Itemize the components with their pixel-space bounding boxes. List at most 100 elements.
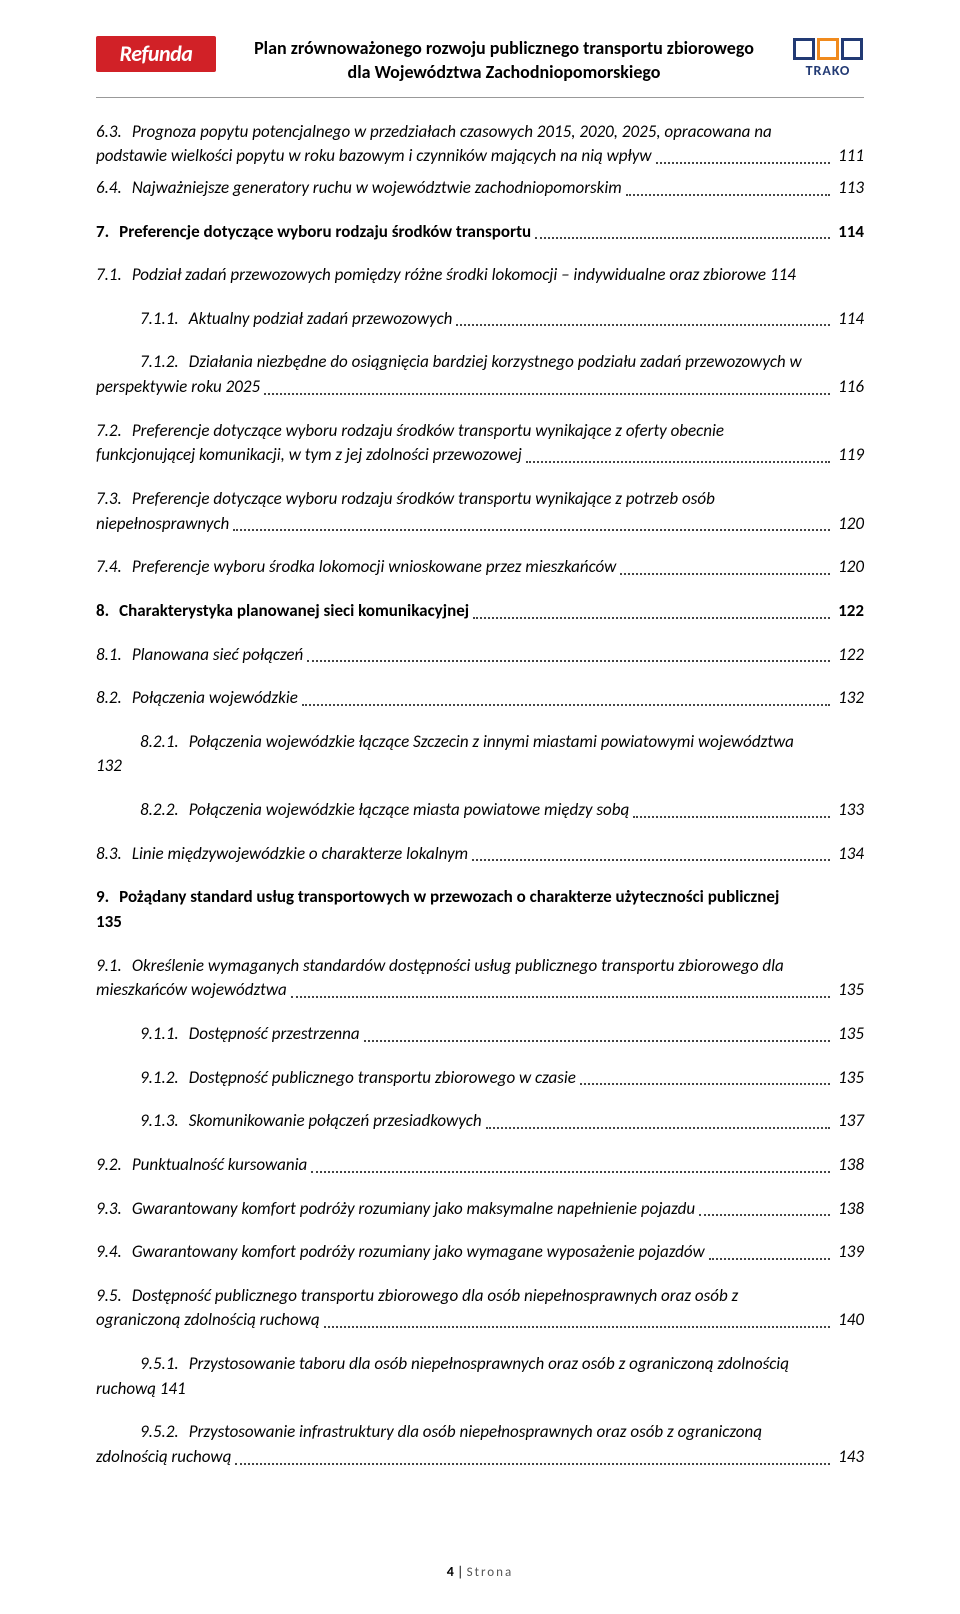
toc-number: 7. bbox=[96, 220, 119, 245]
toc-page: 120 bbox=[834, 555, 864, 580]
toc-page: 138 bbox=[834, 1153, 864, 1178]
toc-entry: 8.2.Połączenia wojewódzkie132 bbox=[96, 686, 864, 711]
toc-page: 114 bbox=[766, 263, 796, 288]
toc-label: mieszkańców województwa bbox=[96, 978, 287, 1003]
toc-entry: 8.3.Linie międzywojewódzkie o charakterz… bbox=[96, 842, 864, 867]
toc-entry: 9.3.Gwarantowany komfort podróży rozumia… bbox=[96, 1197, 864, 1222]
toc-label: perspektywie roku 2025 bbox=[96, 375, 260, 400]
toc-number: 9.1.2. bbox=[140, 1066, 189, 1091]
toc-leader-dots bbox=[302, 704, 830, 706]
toc-page: 113 bbox=[834, 176, 864, 201]
toc-page: 119 bbox=[834, 443, 864, 468]
toc-number: 7.1.1. bbox=[140, 307, 189, 332]
toc-label: Połączenia wojewódzkie łączące Szczecin … bbox=[189, 730, 794, 755]
toc-page: 122 bbox=[834, 599, 864, 624]
trako-logo: TRAKO bbox=[792, 36, 864, 79]
toc-leader-dots bbox=[535, 237, 830, 239]
toc-entry: 8.2.1.Połączenia wojewódzkie łączące Szc… bbox=[96, 730, 864, 779]
toc-number: 8.2.2. bbox=[140, 798, 189, 823]
toc-label: Preferencje dotyczące wyboru rodzaju śro… bbox=[132, 419, 724, 444]
toc-number: 7.3. bbox=[96, 487, 132, 512]
toc-page: 133 bbox=[834, 798, 864, 823]
toc-entry: 7.1.1.Aktualny podział zadań przewozowyc… bbox=[96, 307, 864, 332]
toc-page: 140 bbox=[834, 1308, 864, 1333]
toc-leader-dots bbox=[626, 194, 830, 196]
toc-number: 7.4. bbox=[96, 555, 132, 580]
toc-label: niepełnosprawnych bbox=[96, 512, 229, 537]
toc-number: 7.1. bbox=[96, 263, 132, 288]
toc-label: Charakterystyka planowanej sieci komunik… bbox=[119, 599, 469, 624]
toc-number: 7.2. bbox=[96, 419, 132, 444]
toc-number: 8.3. bbox=[96, 842, 132, 867]
footer-label: Strona bbox=[467, 1565, 514, 1580]
toc-label: Dostępność przestrzenna bbox=[189, 1022, 360, 1047]
toc-page: 116 bbox=[834, 375, 864, 400]
toc-page: 132 bbox=[834, 686, 864, 711]
toc-entry: 9.1.3.Skomunikowanie połączeń przesiadko… bbox=[96, 1109, 864, 1134]
toc-label: podstawie wielkości popytu w roku bazowy… bbox=[96, 144, 652, 169]
toc-leader-dots bbox=[233, 529, 830, 531]
refunda-logo: Refunda bbox=[96, 36, 216, 72]
toc-label: Linie międzywojewódzkie o charakterze lo… bbox=[132, 842, 468, 867]
toc-number: 9.5. bbox=[96, 1284, 132, 1309]
toc-leader-dots bbox=[264, 393, 830, 395]
toc-entry: 9.1.2.Dostępność publicznego transportu … bbox=[96, 1066, 864, 1091]
toc-number: 9.1.1. bbox=[140, 1022, 189, 1047]
toc-entry: 9.4.Gwarantowany komfort podróży rozumia… bbox=[96, 1240, 864, 1265]
toc-label: Dostępność publicznego transportu zbioro… bbox=[189, 1066, 576, 1091]
toc-entry: 9.2.Punktualność kursowania138 bbox=[96, 1153, 864, 1178]
toc-page: 137 bbox=[834, 1109, 864, 1134]
toc-page: 138 bbox=[834, 1197, 864, 1222]
toc-leader-dots bbox=[456, 324, 830, 326]
toc-entry: 8.Charakterystyka planowanej sieci komun… bbox=[96, 599, 864, 624]
toc-label: 135 bbox=[96, 910, 122, 935]
toc-page: 135 bbox=[834, 978, 864, 1003]
toc-label: Prognoza popytu potencjalnego w przedzia… bbox=[132, 120, 772, 145]
toc-number: 8.2.1. bbox=[140, 730, 189, 755]
toc-label: Przystosowanie infrastruktury dla osób n… bbox=[189, 1420, 762, 1445]
toc-leader-dots bbox=[307, 660, 830, 662]
toc-leader-dots bbox=[291, 996, 830, 998]
toc-label: Określenie wymaganych standardów dostępn… bbox=[132, 954, 784, 979]
toc-entry: 9.5.Dostępność publicznego transportu zb… bbox=[96, 1284, 864, 1333]
toc-label: Skomunikowanie połączeń przesiadkowych bbox=[189, 1109, 482, 1134]
toc-leader-dots bbox=[699, 1214, 830, 1216]
toc-number: 8.1. bbox=[96, 643, 132, 668]
square-icon bbox=[793, 38, 815, 60]
footer-sep: | bbox=[454, 1563, 467, 1580]
toc-page: 134 bbox=[834, 842, 864, 867]
toc-entry: 7.4.Preferencje wyboru środka lokomocji … bbox=[96, 555, 864, 580]
toc-number: 8.2. bbox=[96, 686, 132, 711]
toc-leader-dots bbox=[235, 1463, 830, 1465]
toc-page: 114 bbox=[834, 220, 864, 245]
toc-number: 7.1.2. bbox=[140, 350, 189, 375]
page-footer: 4 | Strona bbox=[0, 1563, 960, 1580]
toc-leader-dots bbox=[324, 1326, 831, 1328]
toc-label: Połączenia wojewódzkie łączące miasta po… bbox=[189, 798, 629, 823]
toc-entry: 9.1.Określenie wymaganych standardów dos… bbox=[96, 954, 864, 1003]
trako-label: TRAKO bbox=[806, 62, 851, 79]
toc-leader-dots bbox=[580, 1083, 830, 1085]
toc-label: Punktualność kursowania bbox=[132, 1153, 307, 1178]
toc-label: Gwarantowany komfort podróży rozumiany j… bbox=[132, 1240, 705, 1265]
toc-entry: 9.5.1.Przystosowanie taboru dla osób nie… bbox=[96, 1352, 864, 1401]
toc-entry: 7.1.2.Działania niezbędne do osiągnięcia… bbox=[96, 350, 864, 399]
toc-page: 114 bbox=[834, 307, 864, 332]
square-icon bbox=[841, 38, 863, 60]
toc-leader-dots bbox=[473, 617, 830, 619]
toc-entry: 6.3.Prognoza popytu potencjalnego w prze… bbox=[96, 120, 864, 169]
toc-entry: 9.5.2.Przystosowanie infrastruktury dla … bbox=[96, 1420, 864, 1469]
toc-page: 139 bbox=[834, 1240, 864, 1265]
toc-number: 9.5.1. bbox=[140, 1352, 189, 1377]
toc-label: zdolnością ruchową bbox=[96, 1445, 231, 1470]
toc-label: ruchową 141 bbox=[96, 1377, 186, 1402]
toc-page: 143 bbox=[834, 1445, 864, 1470]
toc-entry: 7.2.Preferencje dotyczące wyboru rodzaju… bbox=[96, 419, 864, 468]
doc-title-line1: Plan zrównoważonego rozwoju publicznego … bbox=[254, 37, 754, 59]
toc-page: 135 bbox=[834, 1022, 864, 1047]
toc-leader-dots bbox=[486, 1127, 831, 1129]
toc-entry: 9.1.1.Dostępność przestrzenna 135 bbox=[96, 1022, 864, 1047]
toc-number: 8. bbox=[96, 599, 119, 624]
toc-page: 111 bbox=[834, 144, 864, 169]
toc-number: 6.4. bbox=[96, 176, 132, 201]
